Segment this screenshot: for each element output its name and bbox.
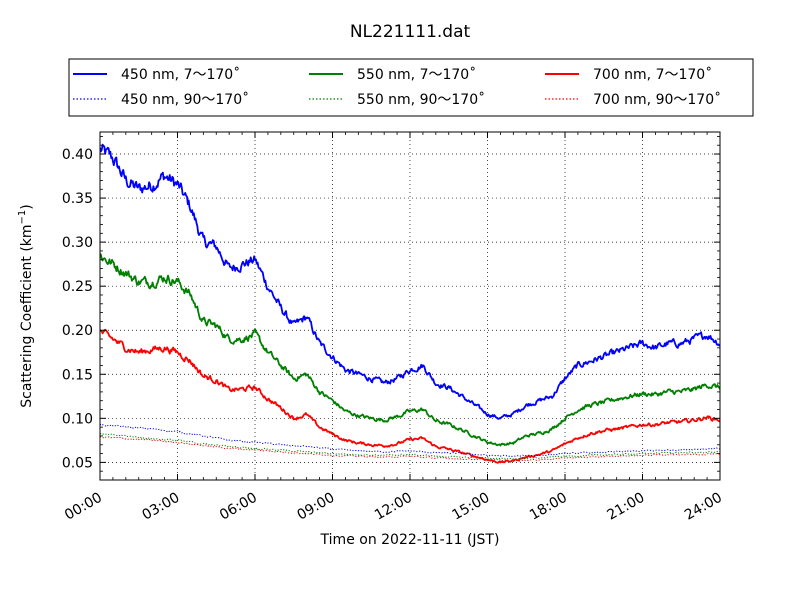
legend-label: 450 nm, 90～170˚ xyxy=(121,91,249,108)
y-axis-label: Scattering Coefficient (km−1) xyxy=(17,204,35,408)
axis-ticks xyxy=(99,132,721,480)
y-tick-label: 0.10 xyxy=(62,411,93,427)
chart-title: NL221111.dat xyxy=(350,22,471,42)
series-line xyxy=(100,328,720,464)
legend-label: 700 nm, 7～170˚ xyxy=(593,66,712,83)
y-tick-label: 0.15 xyxy=(62,367,93,383)
y-tick-label: 0.30 xyxy=(62,235,93,251)
legend-label: 550 nm, 90～170˚ xyxy=(357,91,485,108)
y-axis-label-superscript: −1 xyxy=(17,210,28,225)
y-tick-label: 0.40 xyxy=(62,147,93,163)
legend-label: 700 nm, 90～170˚ xyxy=(593,91,721,108)
y-tick-label: 0.05 xyxy=(62,455,93,471)
legend-box xyxy=(68,58,754,117)
legend: 450 nm, 7～170˚ 450 nm, 90～170˚ 550 nm, 7～1… xyxy=(68,58,754,117)
y-tick-label: 0.35 xyxy=(62,191,93,207)
x-axis-label: Time on 2022-11-11 (JST) xyxy=(320,532,500,548)
series-layer xyxy=(100,143,720,464)
y-tick-label: 0.25 xyxy=(62,279,93,295)
y-tick-labels: 0.05 0.10 0.15 0.20 0.25 0.30 0.35 0.40 xyxy=(62,147,93,471)
series-line xyxy=(100,433,720,460)
y-tick-label: 0.20 xyxy=(62,323,93,339)
y-axis-label-main: Scattering Coefficient (km xyxy=(19,224,35,407)
series-line xyxy=(100,143,720,420)
series-line xyxy=(100,253,720,447)
legend-label: 550 nm, 7～170˚ xyxy=(357,66,476,83)
grid-lines xyxy=(99,132,721,480)
series-line xyxy=(100,435,720,462)
y-axis-label-end: ) xyxy=(19,204,35,209)
legend-label: 450 nm, 7～170˚ xyxy=(121,66,240,83)
series-line xyxy=(100,423,720,457)
